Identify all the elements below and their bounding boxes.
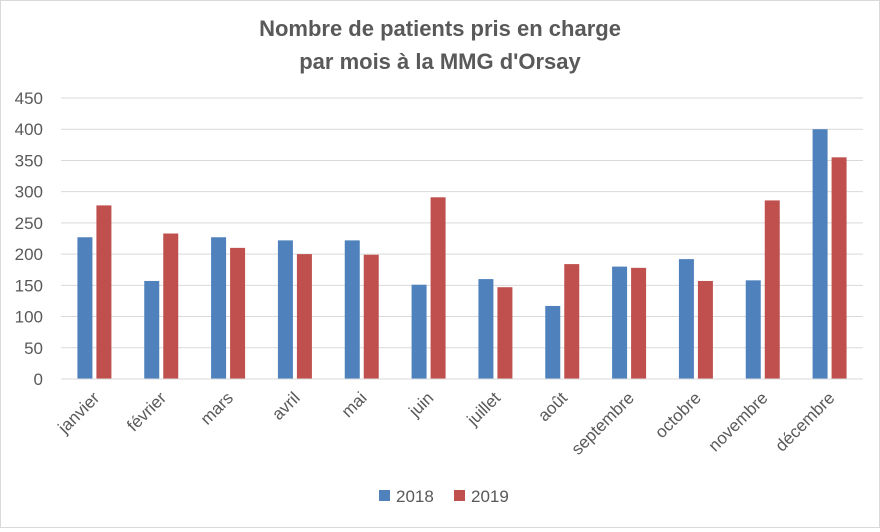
y-tick-label: 100 [15, 308, 43, 327]
legend-label: 2018 [396, 487, 434, 506]
x-category-label: janvier [54, 388, 104, 438]
bar-2018-mars [211, 237, 227, 379]
bar-2019-mai [363, 254, 379, 379]
y-tick-label: 350 [15, 151, 43, 170]
y-tick-label: 250 [15, 214, 43, 233]
bar-2018-juin [411, 284, 427, 379]
bar-2018-août [545, 305, 561, 379]
bar-2019-octobre [697, 280, 713, 379]
bars [77, 129, 847, 379]
x-category-label: juin [405, 388, 438, 421]
x-category-label: décembre [772, 388, 839, 455]
y-tick-label: 450 [15, 89, 43, 108]
x-category-label: septembre [568, 388, 638, 458]
x-category-label: mai [338, 388, 371, 421]
x-category-label: avril [268, 388, 303, 423]
bar-2019-avril [296, 254, 312, 379]
y-tick-label: 150 [15, 276, 43, 295]
x-axis-categories: janvier février mars avril mai juin juillet aoû… [54, 388, 839, 458]
bar-2019-janvier [96, 205, 112, 379]
bar-2018-septembre [612, 266, 628, 379]
x-category-label: juillet [463, 388, 505, 430]
y-tick-label: 300 [15, 183, 43, 202]
chart-title-line-1: Nombre de patients pris en charge [259, 16, 621, 41]
y-tick-label: 0 [34, 370, 43, 389]
y-tick-label: 200 [15, 245, 43, 264]
bar-2018-octobre [678, 259, 694, 379]
bar-2018-novembre [745, 280, 761, 379]
bar-2018-janvier [77, 237, 93, 379]
bar-2018-mai [344, 240, 360, 379]
bar-2019-juillet [497, 287, 513, 379]
x-category-label: mars [197, 388, 237, 428]
bar-2018-décembre [812, 129, 828, 379]
bar-2018-février [144, 280, 160, 379]
x-category-label: novembre [705, 388, 772, 455]
gridlines [61, 97, 863, 349]
legend-swatch-2019 [454, 490, 465, 501]
legend: 2018 2019 [379, 487, 509, 506]
bar-2019-novembre [764, 200, 780, 379]
legend-swatch-2018 [379, 490, 390, 501]
bar-2019-juin [430, 197, 446, 379]
bar-2019-septembre [631, 267, 647, 379]
y-axis-ticks: 0 50 100 150 200 250 300 350 400 450 [15, 89, 43, 389]
bar-2019-décembre [831, 157, 847, 379]
bar-2018-avril [277, 240, 293, 379]
bar-2019-mars [230, 247, 246, 379]
x-category-label: février [123, 388, 170, 435]
bar-2019-février [163, 233, 179, 379]
bar-2019-août [564, 264, 580, 379]
legend-label: 2019 [471, 487, 509, 506]
chart-title-line-2: par mois à la MMG d'Orsay [299, 49, 581, 74]
x-category-label: août [534, 388, 571, 425]
y-tick-label: 50 [24, 339, 43, 358]
x-category-label: octobre [651, 388, 705, 442]
bar-2018-juillet [478, 279, 494, 379]
y-tick-label: 400 [15, 120, 43, 139]
